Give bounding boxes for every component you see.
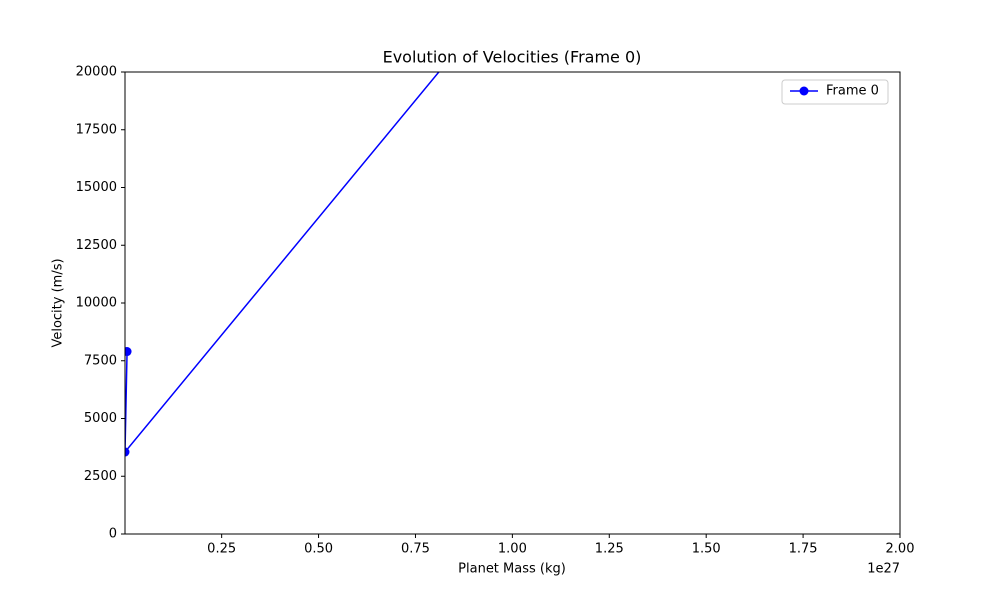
x-tick-label: 1.75 [789, 542, 818, 557]
y-tick-label: 7500 [84, 353, 117, 368]
legend-marker [799, 86, 809, 96]
chart-title: Evolution of Velocities (Frame 0) [383, 48, 642, 67]
legend-box [781, 79, 889, 105]
legend-label: Frame 0 [826, 84, 879, 99]
y-tick-label: 20000 [76, 65, 117, 80]
y-axis-label: Velocity (m/s) [51, 258, 66, 347]
y-tick-label: 0 [109, 527, 117, 542]
x-tick-label: 1.00 [498, 542, 527, 557]
x-tick-label: 0.50 [304, 542, 333, 557]
plot-area [125, 72, 440, 457]
data-point [125, 447, 130, 457]
data-point [125, 347, 132, 357]
x-tick-label: 2.00 [886, 542, 915, 557]
y-tick-label: 17500 [76, 122, 117, 137]
y-tick-label: 15000 [76, 180, 117, 195]
data-line [125, 72, 440, 454]
x-tick-label: 0.75 [401, 542, 430, 557]
y-tick-label: 12500 [76, 238, 117, 253]
y-tick-label: 5000 [84, 411, 117, 426]
x-tick-label: 1.50 [692, 542, 721, 557]
x-axis-label: Planet Mass (kg) [458, 562, 566, 577]
y-tick-label: 2500 [84, 469, 117, 484]
x-tick-label: 1.25 [595, 542, 624, 557]
x-offset-label: 1e27 [867, 562, 900, 577]
y-tick-label: 10000 [76, 296, 117, 311]
x-tick-label: 0.25 [207, 542, 236, 557]
